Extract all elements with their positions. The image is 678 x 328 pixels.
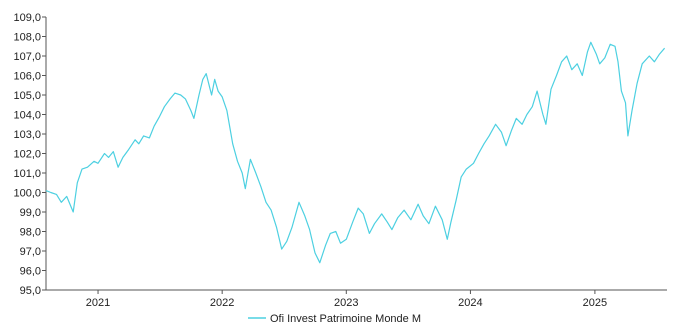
y-tick-label: 108,0: [13, 32, 41, 44]
y-tick-label: 100,0: [13, 188, 41, 200]
y-axis: 95,0 96,0 97,0 98,0 99,0 100,0 101,0 102,0 103,0…: [13, 12, 47, 297]
y-tick-label: 103,0: [13, 129, 41, 141]
y-tick-label: 102,0: [13, 149, 41, 161]
y-tick-label: 105,0: [13, 90, 41, 102]
y-tick-label: 95,0: [20, 285, 41, 297]
y-tick-label: 106,0: [13, 71, 41, 83]
y-tick-label: 109,0: [13, 12, 41, 24]
x-tick-label: 2022: [210, 297, 234, 309]
y-tick-label: 99,0: [20, 207, 41, 219]
x-tick-label: 2021: [86, 297, 110, 309]
series-line: [45, 41, 666, 264]
x-tick-label: 2023: [334, 297, 358, 309]
x-tick-label: 2025: [583, 297, 607, 309]
y-tick-label: 101,0: [13, 168, 41, 180]
legend-label: Ofi Invest Patrimoine Monde M: [270, 313, 421, 325]
y-tick-label: 107,0: [13, 51, 41, 63]
legend: Ofi Invest Patrimoine Monde M: [248, 313, 421, 325]
y-tick-label: 104,0: [13, 110, 41, 122]
y-tick-label: 97,0: [20, 246, 41, 258]
x-axis: 2021 2022 2023 2024 2025: [46, 289, 667, 309]
y-tick-label: 98,0: [20, 227, 41, 239]
y-tick-label: 96,0: [20, 266, 41, 278]
series-layer: [45, 41, 666, 264]
x-tick-label: 2024: [458, 297, 482, 309]
